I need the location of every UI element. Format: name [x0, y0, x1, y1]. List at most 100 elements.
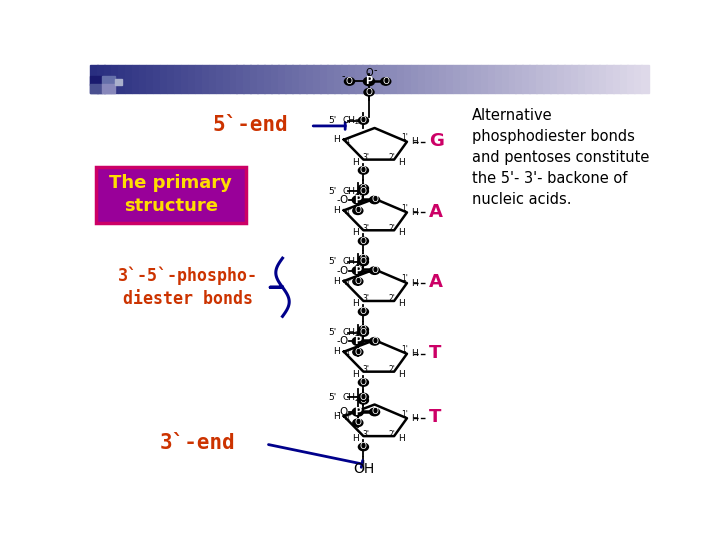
- Text: A: A: [429, 273, 443, 291]
- Text: P: P: [354, 195, 361, 205]
- Bar: [585, 65, 593, 93]
- Text: O: O: [365, 68, 373, 78]
- Text: |: |: [361, 460, 365, 470]
- Text: -: -: [341, 71, 345, 82]
- Text: H: H: [333, 276, 340, 286]
- Bar: [432, 65, 439, 93]
- Circle shape: [369, 267, 379, 274]
- Text: OH: OH: [353, 462, 374, 476]
- Text: P: P: [354, 336, 361, 346]
- Text: 2: 2: [354, 190, 359, 196]
- Bar: [306, 65, 314, 93]
- Text: 4': 4': [345, 414, 352, 423]
- Bar: [194, 65, 202, 93]
- Circle shape: [353, 278, 363, 285]
- Text: 1': 1': [401, 133, 408, 142]
- Bar: [139, 65, 146, 93]
- Circle shape: [364, 77, 374, 86]
- Circle shape: [359, 308, 369, 315]
- Text: The primary
structure: The primary structure: [109, 174, 233, 215]
- Text: H: H: [411, 137, 418, 146]
- Text: 3': 3': [363, 294, 369, 303]
- Text: H: H: [333, 347, 340, 356]
- Text: H: H: [352, 158, 359, 167]
- Bar: [327, 65, 335, 93]
- Circle shape: [359, 443, 369, 451]
- Bar: [174, 65, 181, 93]
- Text: 3': 3': [363, 365, 369, 374]
- Bar: [502, 65, 509, 93]
- Bar: [641, 65, 649, 93]
- Bar: [285, 65, 293, 93]
- Bar: [593, 65, 600, 93]
- Text: O: O: [360, 187, 367, 195]
- Bar: [292, 65, 300, 93]
- Text: O: O: [354, 277, 361, 286]
- Bar: [102, 76, 114, 85]
- Bar: [114, 79, 122, 85]
- Text: H: H: [352, 299, 359, 308]
- Circle shape: [359, 393, 369, 401]
- Circle shape: [359, 187, 369, 195]
- Bar: [418, 65, 426, 93]
- Text: H: H: [333, 411, 340, 421]
- Text: 1': 1': [401, 409, 408, 418]
- Text: 2': 2': [389, 224, 395, 233]
- Circle shape: [359, 238, 369, 245]
- Text: 2: 2: [354, 261, 359, 267]
- Text: O: O: [371, 195, 378, 205]
- Bar: [132, 65, 140, 93]
- Circle shape: [353, 207, 363, 214]
- Bar: [236, 65, 244, 93]
- Bar: [188, 65, 195, 93]
- Circle shape: [352, 408, 364, 416]
- Bar: [571, 65, 579, 93]
- Circle shape: [369, 338, 379, 345]
- Text: 2': 2': [389, 294, 395, 303]
- Text: -: -: [374, 65, 377, 75]
- Bar: [230, 65, 237, 93]
- Text: CH: CH: [342, 116, 355, 125]
- Text: O: O: [360, 166, 367, 175]
- Text: -O: -O: [336, 407, 348, 417]
- Text: H: H: [398, 370, 405, 379]
- Circle shape: [359, 167, 369, 174]
- Bar: [243, 65, 251, 93]
- Text: 2': 2': [389, 153, 395, 162]
- Bar: [348, 65, 356, 93]
- Text: O: O: [360, 254, 367, 264]
- Text: -O: -O: [336, 336, 348, 346]
- Text: CH: CH: [342, 328, 355, 337]
- Text: 3': 3': [363, 224, 369, 233]
- Bar: [90, 76, 102, 85]
- Bar: [153, 65, 161, 93]
- Bar: [355, 65, 363, 93]
- Text: O: O: [354, 348, 361, 356]
- Bar: [620, 65, 628, 93]
- Text: 1': 1': [401, 204, 408, 213]
- Text: 2: 2: [354, 396, 359, 402]
- Bar: [111, 65, 119, 93]
- Bar: [300, 65, 307, 93]
- Bar: [362, 65, 369, 93]
- Text: Alternative
phosphodiester bonds
and pentoses constitute
the 5'- 3'- backone of
: Alternative phosphodiester bonds and pen…: [472, 109, 649, 207]
- Bar: [529, 65, 537, 93]
- Bar: [104, 65, 112, 93]
- Bar: [97, 65, 104, 93]
- Text: 5': 5': [328, 258, 337, 266]
- Circle shape: [359, 379, 369, 386]
- Bar: [118, 65, 125, 93]
- Text: O: O: [354, 418, 361, 427]
- Text: H: H: [333, 135, 340, 144]
- Bar: [438, 65, 446, 93]
- Bar: [251, 65, 258, 93]
- Text: P: P: [366, 77, 372, 86]
- Text: O: O: [360, 393, 367, 402]
- Bar: [487, 65, 495, 93]
- Text: 5`-end: 5`-end: [212, 115, 288, 135]
- Text: H: H: [411, 279, 418, 288]
- Bar: [578, 65, 586, 93]
- Bar: [453, 65, 460, 93]
- Bar: [523, 65, 530, 93]
- Text: O: O: [360, 325, 367, 334]
